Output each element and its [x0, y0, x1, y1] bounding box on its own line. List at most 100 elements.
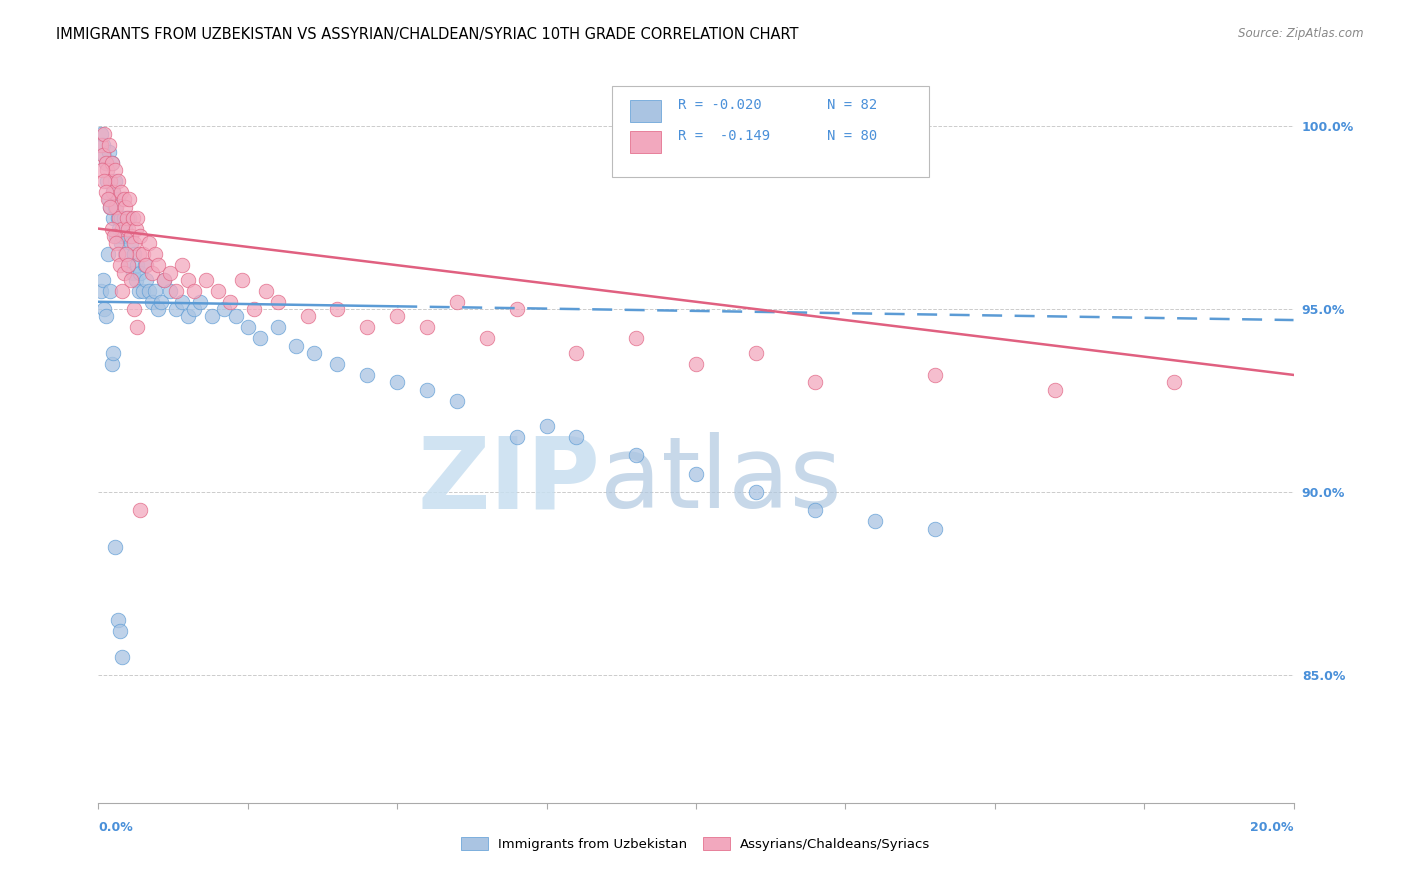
Text: R = -0.020: R = -0.020	[678, 97, 762, 112]
Point	[114, 221, 136, 235]
Point	[804, 376, 827, 390]
Text: IMMIGRANTS FROM UZBEKISTAN VS ASSYRIAN/CHALDEAN/SYRIAC 10TH GRADE CORRELATION CH: IMMIGRANTS FROM UZBEKISTAN VS ASSYRIAN/C…	[56, 27, 799, 42]
Point	[326, 302, 349, 317]
Point	[107, 193, 129, 207]
Point	[120, 273, 142, 287]
Point	[127, 258, 149, 272]
Point	[108, 258, 131, 272]
Point	[104, 540, 127, 554]
Point	[105, 229, 128, 244]
Point	[107, 613, 129, 627]
Point	[103, 346, 125, 360]
Point	[111, 649, 134, 664]
Point	[103, 211, 125, 225]
Point	[97, 247, 120, 261]
Point	[536, 419, 558, 434]
Point	[183, 284, 205, 298]
Point	[124, 302, 146, 317]
Point	[122, 211, 145, 225]
Point	[132, 247, 155, 261]
Point	[127, 320, 149, 334]
Point	[91, 273, 114, 287]
Point	[112, 211, 135, 225]
Point	[685, 467, 707, 481]
Point	[115, 211, 138, 225]
Point	[475, 331, 498, 345]
Point	[416, 320, 439, 334]
Point	[93, 127, 115, 141]
Bar	[630, 100, 661, 122]
Point	[804, 503, 827, 517]
Point	[108, 221, 131, 235]
Point	[188, 294, 211, 309]
Point	[183, 302, 205, 317]
Point	[94, 156, 117, 170]
Point	[97, 137, 120, 152]
Point	[118, 193, 141, 207]
Point	[1163, 376, 1185, 390]
Point	[100, 156, 122, 170]
Point	[685, 357, 707, 371]
Point	[195, 273, 218, 287]
Point	[104, 174, 127, 188]
Point	[172, 258, 194, 272]
Point	[745, 485, 768, 500]
Point	[135, 258, 157, 272]
Point	[565, 430, 588, 444]
Point	[124, 247, 146, 261]
Point	[141, 294, 163, 309]
Point	[297, 310, 319, 324]
Point	[446, 393, 468, 408]
Bar	[630, 131, 661, 153]
Point	[108, 624, 131, 638]
Point	[112, 266, 135, 280]
Point	[236, 320, 259, 334]
Point	[100, 357, 122, 371]
Point	[96, 174, 118, 188]
Point	[108, 211, 131, 225]
Point	[97, 193, 120, 207]
Point	[302, 346, 325, 360]
Point	[243, 302, 266, 317]
Text: 20.0%: 20.0%	[1250, 822, 1294, 834]
Point	[100, 156, 122, 170]
Point	[120, 229, 142, 244]
Text: atlas: atlas	[600, 433, 842, 530]
Point	[93, 174, 115, 188]
Point	[135, 273, 157, 287]
Point	[90, 137, 112, 152]
Point	[120, 236, 142, 251]
Point	[129, 229, 152, 244]
Point	[159, 266, 181, 280]
Point	[128, 247, 150, 261]
Point	[98, 174, 122, 188]
Point	[107, 174, 129, 188]
Point	[177, 273, 200, 287]
Point	[110, 211, 132, 225]
Point	[104, 236, 127, 251]
Point	[153, 273, 176, 287]
Point	[745, 346, 768, 360]
Point	[125, 221, 148, 235]
Text: Source: ZipAtlas.com: Source: ZipAtlas.com	[1239, 27, 1364, 40]
Point	[219, 294, 242, 309]
Point	[924, 522, 946, 536]
Point	[212, 302, 235, 317]
Point	[267, 320, 290, 334]
Point	[385, 376, 409, 390]
Text: 0.0%: 0.0%	[98, 822, 134, 834]
Point	[446, 294, 468, 309]
Point	[356, 320, 378, 334]
Point	[201, 310, 224, 324]
Point	[96, 185, 118, 199]
Point	[91, 163, 114, 178]
Point	[91, 148, 114, 162]
Point	[103, 229, 125, 244]
Point	[138, 236, 160, 251]
Point	[143, 247, 166, 261]
Point	[165, 302, 187, 317]
Point	[91, 137, 114, 152]
Point	[101, 185, 124, 199]
Point	[98, 200, 121, 214]
Point	[207, 284, 229, 298]
